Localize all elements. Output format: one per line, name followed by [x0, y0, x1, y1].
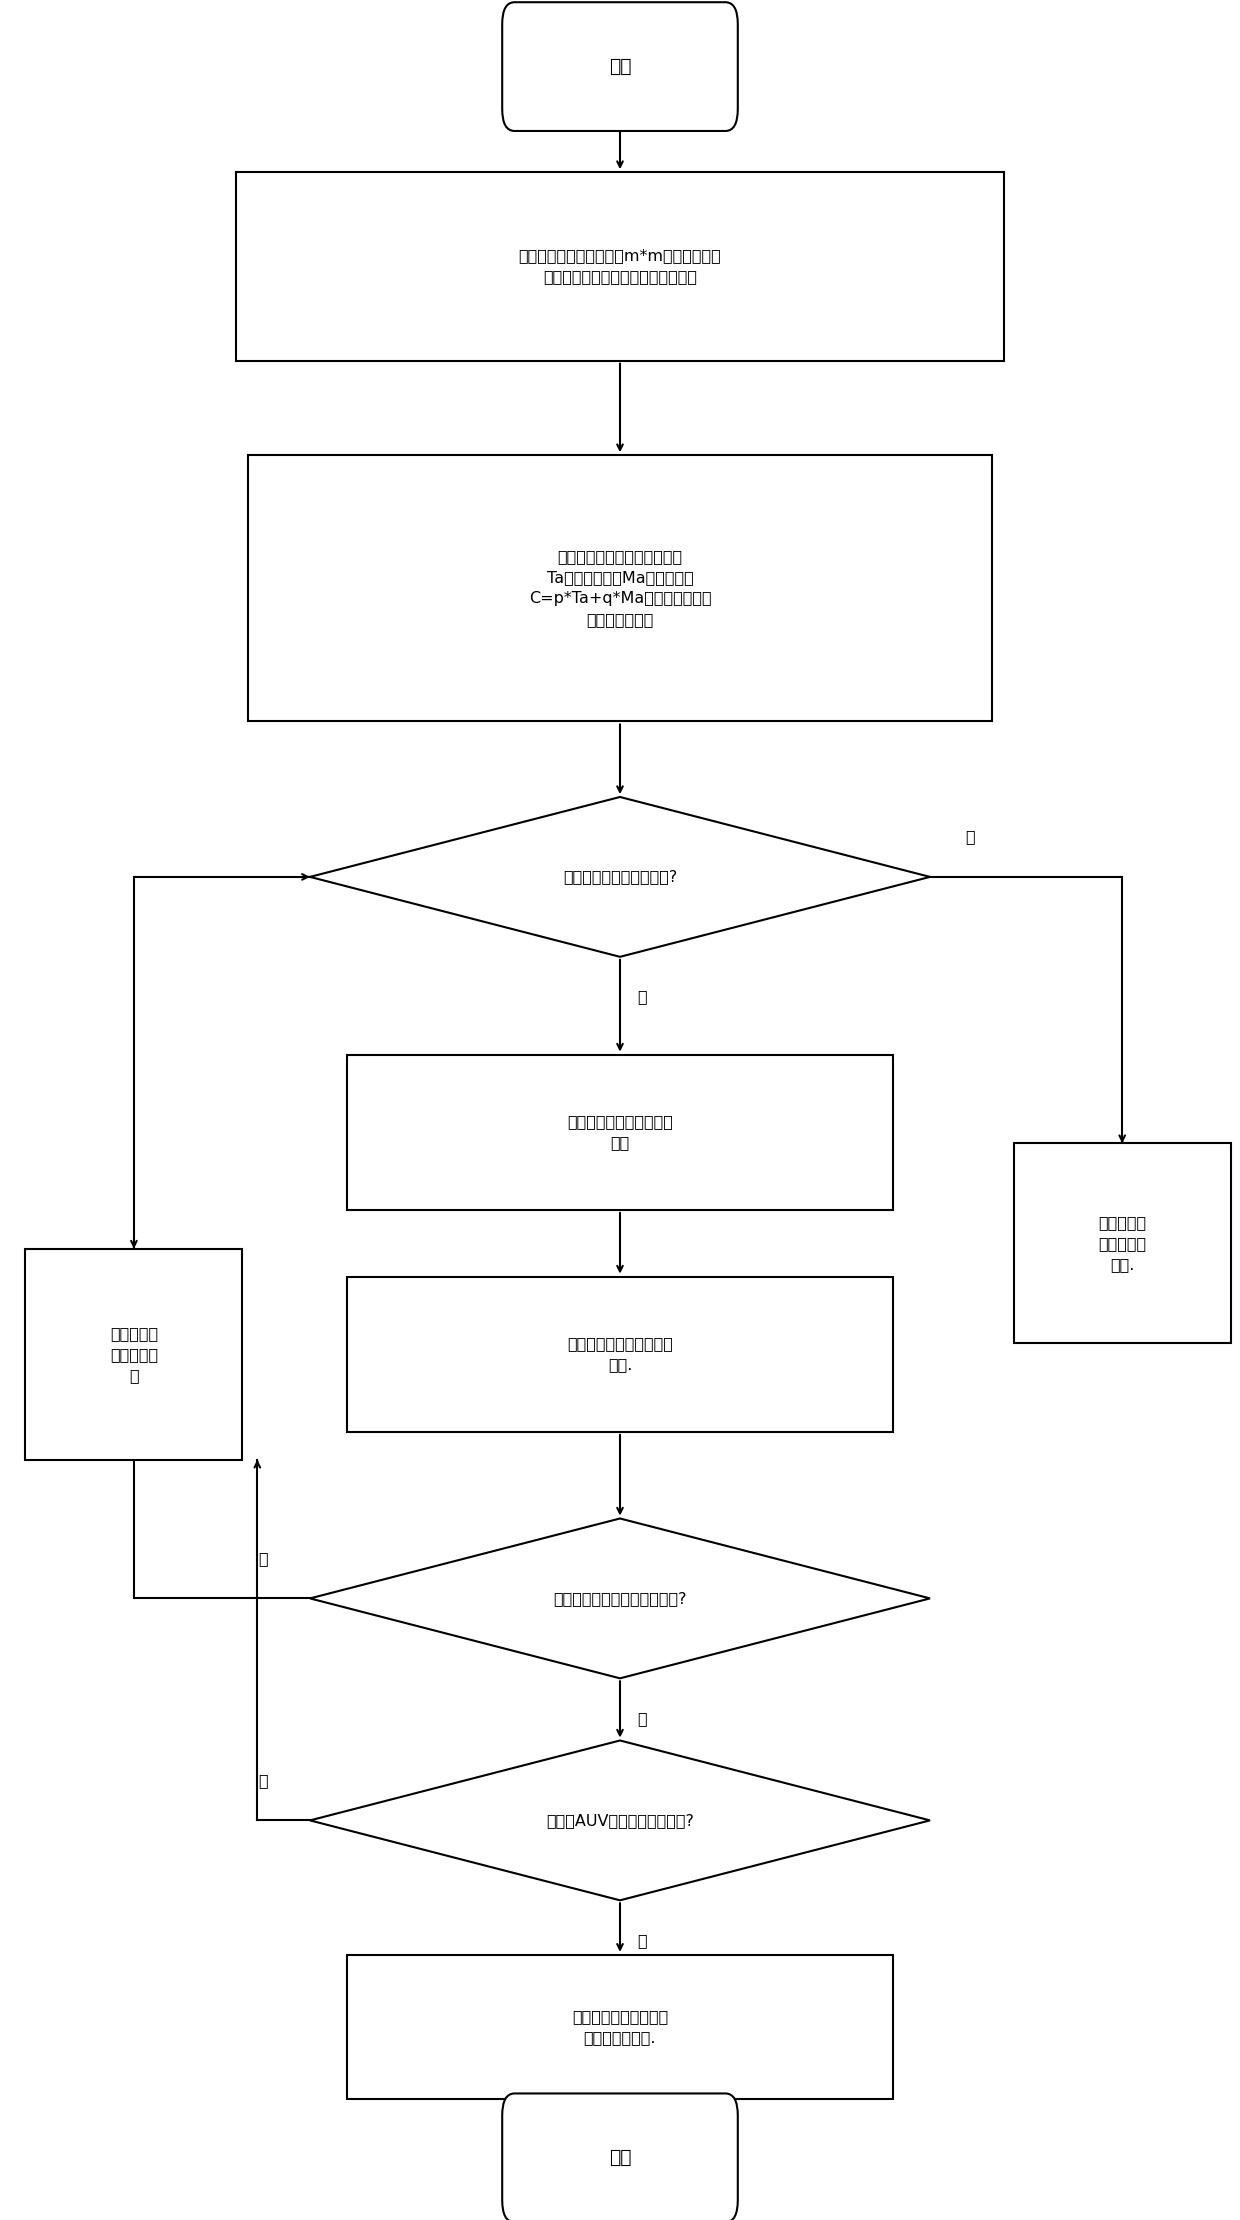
Bar: [347, 1054, 893, 1210]
Text: 选择组合中是否超过额定能耗?: 选择组合中是否超过额定能耗?: [553, 1592, 687, 1605]
Text: 得到综合影响因素最优
的协同规划方案.: 得到综合影响因素最优 的协同规划方案.: [572, 2009, 668, 2045]
Text: 计算每条航路的延迟出发
时间.: 计算每条航路的延迟出发 时间.: [567, 1336, 673, 1372]
Text: 删除当前选
择的航路方
案: 删除当前选 择的航路方 案: [110, 1325, 157, 1383]
FancyBboxPatch shape: [502, 2, 738, 131]
Text: 选择综合因素最小的航路
方案: 选择综合因素最小的航路 方案: [567, 1114, 673, 1150]
Bar: [236, 173, 1004, 360]
Text: 否: 否: [637, 1934, 647, 1947]
Bar: [347, 1956, 893, 2100]
Text: 在经过水平集算法后得到m*m条航路，计算
所有航路的长度、航行时间，隐蔽性: 在经过水平集算法后得到m*m条航路，计算 所有航路的长度、航行时间，隐蔽性: [518, 249, 722, 284]
Text: 否: 否: [637, 990, 647, 1003]
Text: 开始: 开始: [609, 58, 631, 75]
Polygon shape: [310, 1740, 930, 1900]
Text: 是: 是: [258, 1552, 268, 1565]
Bar: [248, 455, 992, 722]
Text: 计算出每个方案的的航行时间
Ta和隐蔽性大小Ma，利用公式
C=p*Ta+q*Ma求出综合因素，
并从小到大排列: 计算出每个方案的的航行时间 Ta和隐蔽性大小Ma，利用公式 C=p*Ta+q*M…: [528, 548, 712, 628]
Bar: [26, 1248, 243, 1461]
Text: 没有得到协
同路径规划
方案.: 没有得到协 同路径规划 方案.: [1099, 1214, 1146, 1272]
Text: 是: 是: [258, 1774, 268, 1787]
Text: 结束: 结束: [609, 2149, 631, 2167]
FancyBboxPatch shape: [502, 2093, 738, 2220]
Text: 是: 是: [965, 830, 975, 844]
Bar: [1014, 1143, 1230, 1343]
Bar: [347, 1276, 893, 1432]
Text: 是否没有方案都可以选择?: 是否没有方案都可以选择?: [563, 870, 677, 884]
Polygon shape: [310, 797, 930, 957]
Text: 判断各AUV在航路上是否冲突?: 判断各AUV在航路上是否冲突?: [546, 1814, 694, 1827]
Text: 否: 否: [637, 1712, 647, 1725]
Polygon shape: [310, 1518, 930, 1678]
